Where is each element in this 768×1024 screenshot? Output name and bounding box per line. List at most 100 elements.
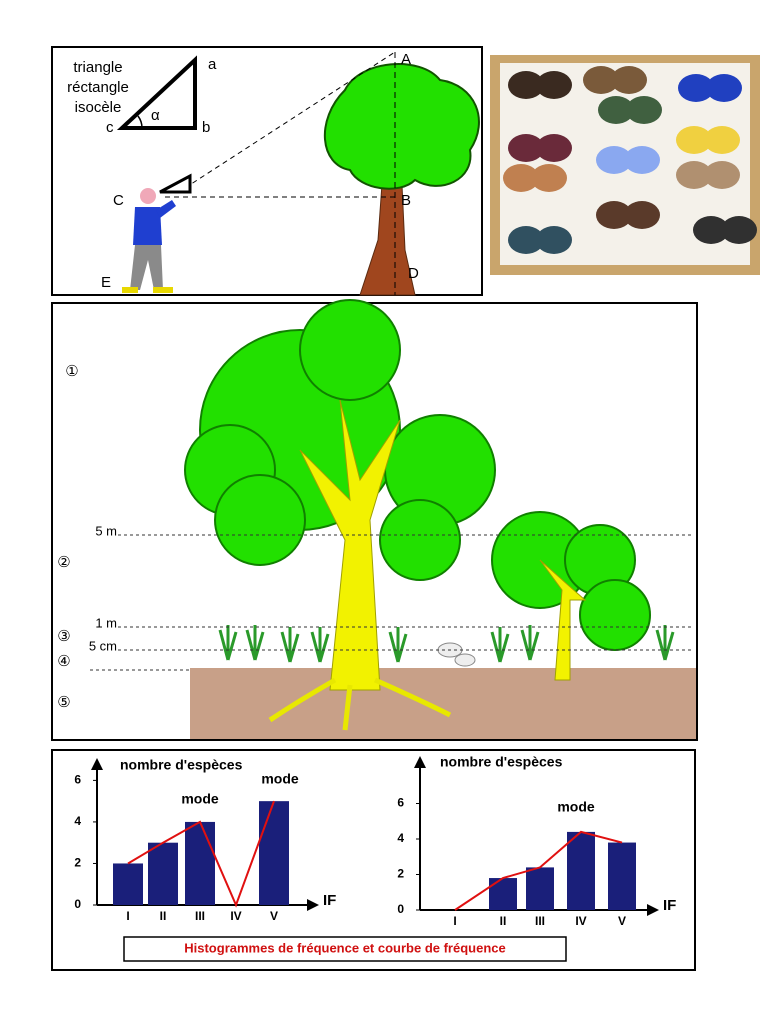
herb	[655, 625, 675, 661]
butterfly-wing	[598, 96, 634, 124]
bar	[259, 801, 289, 905]
x-axis-title: IF	[323, 892, 336, 909]
annotation: mode	[557, 799, 595, 815]
annotation: mode	[261, 771, 299, 787]
butterfly-wing	[624, 146, 660, 174]
tree-trunk	[299, 399, 401, 691]
bar	[608, 842, 636, 910]
herb	[310, 627, 330, 663]
butterfly-wing	[704, 161, 740, 189]
annotation: mode	[181, 791, 219, 807]
soil	[190, 668, 696, 739]
layer-label: ⑤	[57, 694, 70, 711]
mushroom-cap	[454, 653, 476, 667]
x-tick-label: III	[195, 909, 205, 923]
x-tick-label: IV	[230, 909, 241, 923]
tree-roots	[268, 677, 452, 731]
butterfly-wing	[596, 201, 632, 229]
caption-box	[123, 936, 567, 962]
vertex-label: b	[202, 119, 210, 136]
y-tick-label: 6	[397, 796, 404, 810]
tree-crown	[214, 474, 306, 566]
small-tree-crown	[579, 579, 651, 651]
point-label: D	[408, 265, 419, 282]
butterfly-wing	[624, 201, 660, 229]
bar	[489, 878, 517, 910]
point-label: C	[113, 192, 124, 209]
y-tick-label: 6	[74, 773, 81, 787]
x-tick-label: III	[535, 914, 545, 928]
herb	[280, 627, 300, 663]
person-shoe	[122, 287, 138, 293]
y-tick-label: 0	[74, 897, 81, 911]
bar	[113, 863, 143, 905]
layer-label: ②	[57, 554, 70, 571]
butterfly-wing	[676, 161, 712, 189]
butterfly-wing	[596, 146, 632, 174]
axis-arrow	[91, 758, 103, 770]
butterfly-wing	[678, 74, 714, 102]
person-body	[133, 207, 162, 245]
triangle-title: isocèle	[75, 99, 122, 116]
y-tick-label: 4	[74, 814, 81, 828]
vertex-label: a	[208, 56, 217, 73]
right-triangle	[116, 55, 197, 130]
butterfly-wing	[508, 226, 544, 254]
butterfly-wing	[693, 216, 729, 244]
butterfly-wing	[536, 71, 572, 99]
person-shoe	[153, 287, 173, 293]
butterfly-wing	[503, 164, 539, 192]
butterfly-wing	[536, 226, 572, 254]
x-tick-label: IV	[575, 914, 586, 928]
point-label: B	[401, 192, 411, 209]
bar	[526, 867, 554, 910]
butterfly-wing	[721, 216, 757, 244]
y-tick-label: 2	[397, 867, 404, 881]
butterfly-wing	[531, 164, 567, 192]
x-tick-label: II	[160, 909, 167, 923]
angle-arc	[137, 115, 143, 129]
height-label: 1 m	[95, 615, 117, 630]
tree-crown	[379, 499, 461, 581]
angle-label: α	[151, 107, 160, 124]
x-tick-label: V	[270, 909, 278, 923]
y-tick-label: 0	[397, 902, 404, 916]
herb	[490, 627, 510, 663]
tree-crown	[299, 299, 401, 401]
butterfly-wing	[676, 126, 712, 154]
frequency-curve	[454, 830, 623, 911]
bar	[567, 831, 595, 910]
herb	[245, 625, 265, 661]
small-tree-trunk	[539, 559, 587, 681]
y-tick-label: 4	[397, 831, 404, 845]
axis-arrow	[307, 899, 319, 911]
layer-label: ①	[65, 363, 78, 380]
axis-arrow	[414, 756, 426, 768]
y-axis-title: nombre d'espèces	[120, 757, 243, 773]
butterfly-wing	[626, 96, 662, 124]
height-label: 5 m	[95, 523, 117, 538]
sight-line	[184, 51, 396, 189]
vertex-label: c	[106, 119, 114, 136]
person-arm	[156, 200, 176, 218]
x-tick-label: I	[126, 909, 129, 923]
y-tick-label: 2	[74, 856, 81, 870]
sighting-triangle	[159, 173, 192, 194]
layer-label: ③	[57, 628, 70, 645]
frequency-curve	[127, 800, 275, 908]
bar	[148, 842, 178, 905]
tree-crown	[323, 63, 480, 190]
herb	[388, 627, 408, 663]
point-label: E	[101, 274, 111, 291]
x-tick-label: V	[618, 914, 626, 928]
triangle-title: triangle	[73, 59, 122, 76]
person-head	[140, 188, 156, 204]
bar	[185, 821, 215, 905]
herb	[218, 625, 238, 661]
y-axis-title: nombre d'espèces	[440, 754, 563, 770]
x-axis-title: IF	[663, 897, 676, 914]
x-tick-label: II	[500, 914, 507, 928]
caption: Histogrammes de fréquence et courbe de f…	[184, 940, 505, 955]
height-label: 5 cm	[89, 638, 117, 653]
